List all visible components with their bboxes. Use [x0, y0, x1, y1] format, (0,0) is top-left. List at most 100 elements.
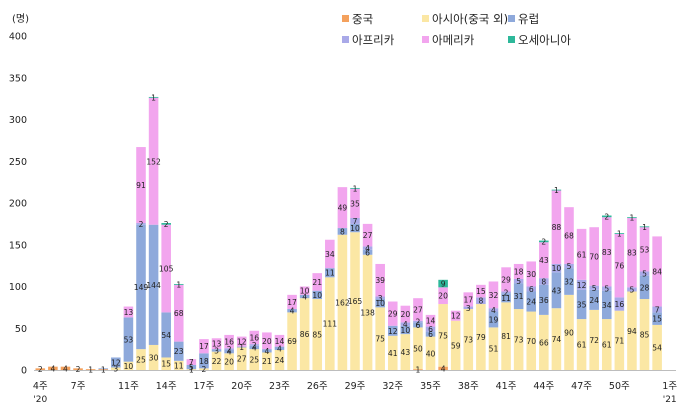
data-label: 18 — [514, 267, 524, 276]
bar-segment — [325, 268, 335, 278]
data-label: 14 — [275, 337, 285, 346]
data-label: 5 — [516, 277, 521, 286]
data-label: 162 — [335, 298, 350, 307]
y-tick-label: 400 — [9, 32, 27, 43]
bar-segment — [387, 335, 398, 370]
bar-segment — [501, 293, 511, 303]
data-label: 24 — [526, 298, 536, 307]
data-label: 27 — [413, 305, 423, 314]
bar-segment — [627, 291, 637, 370]
bar-segment — [337, 234, 348, 370]
bar-segment — [413, 322, 423, 328]
data-label: 19 — [489, 315, 499, 324]
bar-segment — [551, 190, 562, 264]
bar-segment — [488, 327, 499, 370]
data-label: 41 — [388, 349, 398, 358]
data-label: 23 — [174, 347, 184, 356]
bar-segment — [513, 283, 524, 310]
bar-segment — [450, 320, 461, 370]
data-label: 79 — [476, 333, 486, 342]
bar-segment — [639, 227, 650, 272]
data-label: 29 — [501, 275, 511, 284]
data-label: 2 — [252, 341, 257, 350]
data-label: 20 — [262, 337, 272, 346]
data-label: 75 — [438, 331, 448, 340]
bar-segment — [589, 309, 599, 370]
bar-segment — [564, 263, 574, 269]
bar-segment — [488, 308, 499, 312]
bar-segment — [375, 307, 385, 370]
bar-segment — [513, 309, 524, 370]
bar-segment — [375, 299, 385, 308]
bar-segment — [111, 357, 121, 368]
data-label: 3 — [466, 304, 471, 313]
bar-segment — [576, 279, 587, 290]
data-label: 51 — [489, 345, 499, 354]
bar-segment — [476, 284, 486, 298]
bar-segment — [98, 369, 109, 370]
data-label: 2 — [604, 212, 609, 221]
y-tick-label: 150 — [9, 240, 27, 251]
data-label: 31 — [514, 292, 524, 301]
bar-segment — [287, 309, 297, 313]
bar-segment — [161, 224, 171, 313]
bar-segment — [249, 349, 260, 370]
bar-segment — [526, 311, 537, 370]
bar-segment — [576, 289, 587, 320]
data-label: 4 — [277, 344, 282, 353]
data-label: 49 — [338, 204, 348, 213]
x-tick-label: 50주 — [609, 381, 630, 392]
bar-segment — [551, 263, 562, 273]
bar-segment — [299, 294, 310, 299]
data-label: 54 — [652, 343, 662, 352]
bar-segment — [589, 227, 599, 286]
bar-segment — [539, 314, 549, 370]
data-label: 111 — [323, 320, 338, 329]
bar-segment — [601, 290, 612, 320]
bar-segment — [413, 320, 423, 323]
bar-segment — [249, 344, 260, 346]
legend-swatch — [342, 15, 349, 22]
bar-segment — [73, 368, 83, 370]
data-label: 5 — [592, 284, 597, 293]
bar-segment — [148, 224, 159, 345]
data-label: 4 — [403, 320, 408, 329]
data-label: 4 — [365, 244, 370, 253]
legend-label: 유럽 — [518, 12, 539, 26]
bar-segment — [161, 357, 171, 370]
bar-segment — [488, 281, 499, 309]
data-label: 10 — [401, 326, 411, 335]
data-label: 2 — [504, 288, 509, 297]
bar-segment — [564, 207, 574, 264]
x-tick-label: 32주 — [382, 381, 403, 392]
data-label: 20 — [401, 310, 411, 319]
legend-label: 아시아(중국 외) — [432, 12, 508, 26]
data-label: 43 — [401, 348, 411, 357]
data-label: 12 — [111, 358, 121, 367]
data-label: 14 — [426, 317, 436, 326]
bar-segment — [400, 322, 411, 326]
legend-swatch — [342, 36, 349, 43]
data-label: 61 — [602, 341, 612, 350]
bar-segment — [224, 334, 234, 349]
bar-segment — [173, 284, 184, 342]
bar-segment — [236, 347, 247, 370]
data-label: 8 — [541, 277, 546, 286]
bar-segment — [262, 332, 272, 350]
data-label: 34 — [602, 301, 612, 310]
bar-segment — [249, 330, 260, 345]
data-label: 4 — [50, 364, 55, 373]
data-label: 1 — [617, 229, 622, 238]
data-label: 70 — [526, 337, 536, 346]
data-label: 83 — [627, 249, 637, 258]
data-label: 1 — [416, 366, 421, 375]
y-tick-label: 0 — [21, 366, 27, 377]
bar-segment — [325, 277, 335, 370]
bar-segment — [438, 366, 448, 370]
data-label: 20 — [224, 358, 234, 367]
bar-segment — [614, 310, 625, 370]
data-label: 11 — [501, 294, 511, 303]
bar-segment — [211, 349, 222, 352]
data-label: 6 — [529, 285, 534, 294]
